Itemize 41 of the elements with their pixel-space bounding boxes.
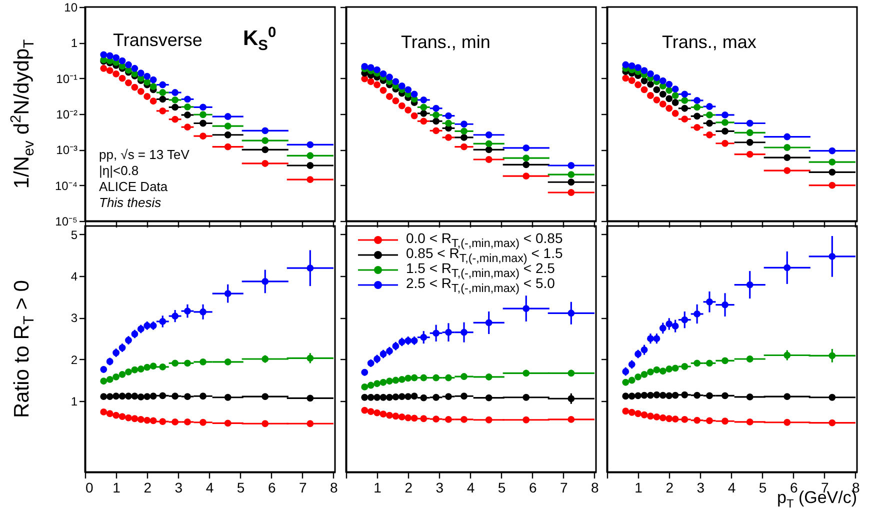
y-tick-label: 2 bbox=[70, 352, 78, 367]
x-tick-label: 3 bbox=[174, 480, 183, 496]
x-tick-label: 6 bbox=[528, 480, 537, 496]
annotation: Transverse bbox=[113, 30, 202, 51]
annotation: |η|<0.8 bbox=[99, 163, 139, 178]
x-tick-label: 4 bbox=[206, 480, 214, 496]
x-tick-label: 5 bbox=[758, 480, 767, 496]
x-tick-label: 6 bbox=[268, 480, 276, 496]
y-tick-label: 10⁻⁵ bbox=[55, 214, 78, 228]
annotation: ALICE Data bbox=[99, 179, 168, 194]
x-tick-label: 4 bbox=[466, 480, 475, 496]
y-tick-label: 1 bbox=[70, 36, 78, 50]
x-tick-label: 8 bbox=[591, 480, 600, 496]
x-tick-label: 0 bbox=[86, 480, 94, 496]
y-tick-label: 5 bbox=[70, 228, 78, 242]
y-tick-label: 4 bbox=[70, 270, 78, 284]
x-tick-label: 7 bbox=[298, 480, 307, 496]
annotation: Trans., max bbox=[662, 32, 756, 53]
x-tick-label: 3 bbox=[696, 480, 705, 496]
x-tick-label: 1 bbox=[634, 480, 643, 496]
y-tick-label: 1 bbox=[70, 394, 78, 409]
x-tick-label: 4 bbox=[728, 480, 736, 496]
y-tick-label: 10⁻² bbox=[56, 108, 78, 122]
y-tick-label: 3 bbox=[70, 311, 78, 326]
x-tick-label: 7 bbox=[560, 480, 568, 496]
x-tick-label: 2 bbox=[404, 480, 413, 496]
x-tick-label: 1 bbox=[112, 480, 121, 496]
y-tick-label: 10⁻⁴ bbox=[54, 178, 78, 193]
x-tick-label: 8 bbox=[330, 480, 338, 496]
x-tick-label: 1 bbox=[374, 480, 382, 496]
y-tick-label: 10⁻³ bbox=[56, 143, 78, 158]
x-tick-label: 2 bbox=[666, 480, 674, 496]
x-tick-label: 5 bbox=[236, 480, 245, 496]
annotation: pp, √s = 13 TeV bbox=[99, 147, 190, 162]
y-tick-label: 10⁻¹ bbox=[56, 72, 78, 86]
x-tick-label: 3 bbox=[436, 480, 444, 496]
annotation: Trans., min bbox=[401, 32, 490, 53]
x-tick-label: 2 bbox=[144, 480, 152, 496]
y-tick-label: 10 bbox=[64, 0, 78, 14]
annotation: This thesis bbox=[99, 195, 162, 210]
x-tick-label: 5 bbox=[498, 480, 506, 496]
